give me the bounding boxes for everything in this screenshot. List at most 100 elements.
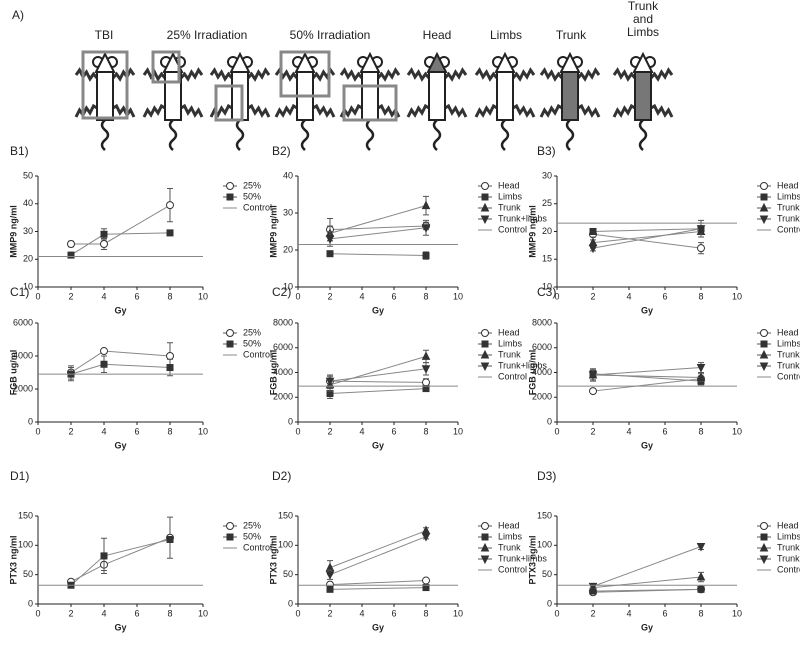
x-tick-label: 4 xyxy=(101,291,106,301)
legend-label: Control xyxy=(777,371,800,381)
mouse-limb xyxy=(444,103,468,118)
y-axis-label: MMP9 ng/ml xyxy=(268,205,278,258)
legend-item: Control xyxy=(478,224,527,234)
x-axis-label: Gy xyxy=(641,305,653,315)
y-tick-label: 6000 xyxy=(273,342,293,352)
data-point xyxy=(760,340,768,348)
legend-label: Trunk xyxy=(498,542,521,552)
legend-label: Control xyxy=(243,202,272,212)
y-tick-label: 0 xyxy=(28,416,33,426)
y-tick-label: 50 xyxy=(23,569,33,579)
legend-item: Control xyxy=(223,202,272,212)
x-tick-label: 6 xyxy=(391,608,396,618)
y-tick-label: 40 xyxy=(23,198,33,208)
mouse-tail xyxy=(638,119,648,151)
y-tick-label: 30 xyxy=(283,207,293,217)
data-point xyxy=(760,182,768,190)
legend-item: Trunk+limbs xyxy=(757,360,800,372)
legend-label: 50% xyxy=(243,338,261,348)
data-point xyxy=(166,535,174,543)
y-tick-label: 30 xyxy=(23,226,33,236)
y-tick-label: 2000 xyxy=(532,392,552,402)
group-label: Limbs xyxy=(490,28,522,42)
data-point xyxy=(480,202,490,212)
legend-item: Limbs xyxy=(478,191,523,201)
mouse-limb xyxy=(274,103,298,118)
data-point xyxy=(480,362,490,372)
mouse-limb xyxy=(339,67,364,82)
x-tick-label: 2 xyxy=(327,291,332,301)
legend-item: Control xyxy=(223,542,272,552)
legend-item: Control xyxy=(223,349,272,359)
series-line xyxy=(329,580,427,586)
legend-item: Head xyxy=(478,520,520,530)
legend-label: Control xyxy=(498,564,527,574)
mouse-limb xyxy=(650,103,674,118)
data-point xyxy=(759,555,769,565)
y-tick-label: 50 xyxy=(283,569,293,579)
panel-label: B1) xyxy=(10,144,29,158)
data-point xyxy=(759,349,769,359)
data-point xyxy=(481,522,489,530)
data-point xyxy=(422,584,430,592)
series-line xyxy=(71,204,171,245)
data-point xyxy=(226,193,234,201)
legend-label: Trunk xyxy=(498,202,521,212)
legend-item: 25% xyxy=(223,180,261,190)
series-line xyxy=(329,253,427,257)
x-tick-label: 6 xyxy=(662,291,667,301)
data-point xyxy=(421,365,431,374)
legend-label: 50% xyxy=(243,191,261,201)
x-axis-label: Gy xyxy=(114,305,126,315)
x-tick-label: 10 xyxy=(453,426,463,436)
group-label: Head xyxy=(423,28,452,42)
legend-label: Head xyxy=(777,327,799,337)
legend-label: Head xyxy=(498,327,520,337)
chart-panel: B1) 10 20 30 40 50 0 2 4 6 8 10 Gy MMP9 ng/ml 25%50%Co… xyxy=(8,144,272,315)
mouse-limb xyxy=(246,67,271,82)
y-tick-label: 6000 xyxy=(13,317,33,327)
data-point xyxy=(589,228,597,235)
x-tick-label: 10 xyxy=(453,608,463,618)
mouse-limb xyxy=(142,103,166,118)
series-line xyxy=(70,363,171,375)
legend-item: Trunk xyxy=(757,349,800,359)
x-tick-label: 2 xyxy=(68,426,73,436)
legend-label: Control xyxy=(777,224,800,234)
legend-item: Head xyxy=(478,327,520,337)
mouse-icon xyxy=(142,50,204,151)
series-line xyxy=(592,576,702,589)
y-axis-label: FGB ug/ml xyxy=(268,350,278,396)
data-point xyxy=(422,385,430,393)
x-tick-label: 0 xyxy=(35,291,40,301)
x-axis-label: Gy xyxy=(114,622,126,632)
x-tick-label: 6 xyxy=(662,608,667,618)
data-point xyxy=(697,244,705,253)
data-point xyxy=(760,193,768,201)
legend-item: Control xyxy=(757,564,800,574)
data-point xyxy=(67,251,75,259)
data-point xyxy=(696,372,706,381)
data-point xyxy=(696,571,706,581)
x-tick-label: 4 xyxy=(101,426,106,436)
y-tick-label: 0 xyxy=(547,598,552,608)
data-point xyxy=(588,371,598,381)
data-point xyxy=(759,215,769,225)
y-tick-label: 100 xyxy=(537,540,552,550)
data-point xyxy=(759,362,769,372)
x-tick-label: 10 xyxy=(198,608,208,618)
data-point xyxy=(325,571,335,580)
mouse-limb xyxy=(539,67,564,82)
series-line xyxy=(70,538,171,586)
data-point xyxy=(226,340,234,348)
y-axis-label: PTX3 ng/ml xyxy=(8,535,18,584)
mouse-body xyxy=(561,71,579,121)
data-point xyxy=(100,347,108,356)
legend-item: Trunk+limbs xyxy=(478,213,547,225)
data-point xyxy=(697,585,705,593)
x-tick-label: 4 xyxy=(626,426,631,436)
legend-label: Trunk xyxy=(777,349,800,359)
data-point xyxy=(481,182,489,190)
data-point xyxy=(480,555,490,565)
